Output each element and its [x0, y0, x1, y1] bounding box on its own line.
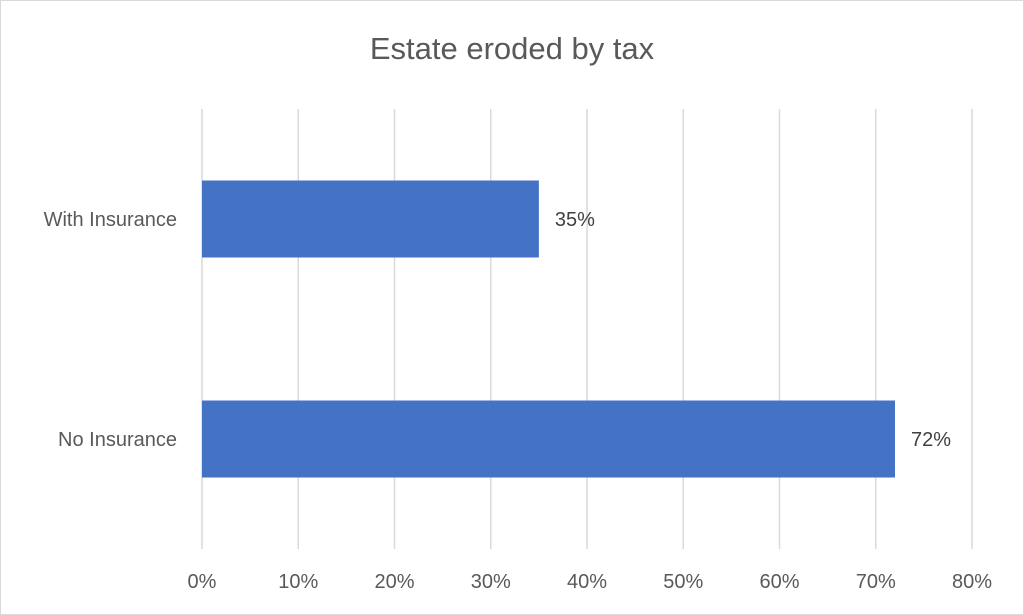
data-labels: 35% 72% — [555, 209, 951, 451]
data-label: 35% — [555, 209, 595, 231]
x-tick-label: 0% — [188, 571, 217, 593]
gridlines — [201, 109, 973, 549]
x-tick-label: 40% — [567, 571, 607, 593]
x-tick-label: 50% — [663, 571, 703, 593]
category-label: With Insurance — [44, 209, 177, 231]
category-labels: With Insurance No Insurance — [44, 209, 177, 451]
x-tick-label: 20% — [374, 571, 414, 593]
x-axis-tick-labels: 0% 10% 20% 30% 40% 50% 60% 70% 80% — [188, 571, 993, 593]
x-tick-label: 30% — [471, 571, 511, 593]
bar — [202, 180, 539, 258]
data-label: 72% — [911, 429, 951, 451]
x-tick-label: 10% — [278, 571, 318, 593]
x-tick-label: 80% — [952, 571, 992, 593]
bars — [202, 180, 895, 478]
category-label: No Insurance — [58, 429, 177, 451]
bar — [202, 400, 895, 478]
x-tick-label: 70% — [856, 571, 896, 593]
chart-title: Estate eroded by tax — [370, 31, 655, 66]
x-tick-label: 60% — [759, 571, 799, 593]
